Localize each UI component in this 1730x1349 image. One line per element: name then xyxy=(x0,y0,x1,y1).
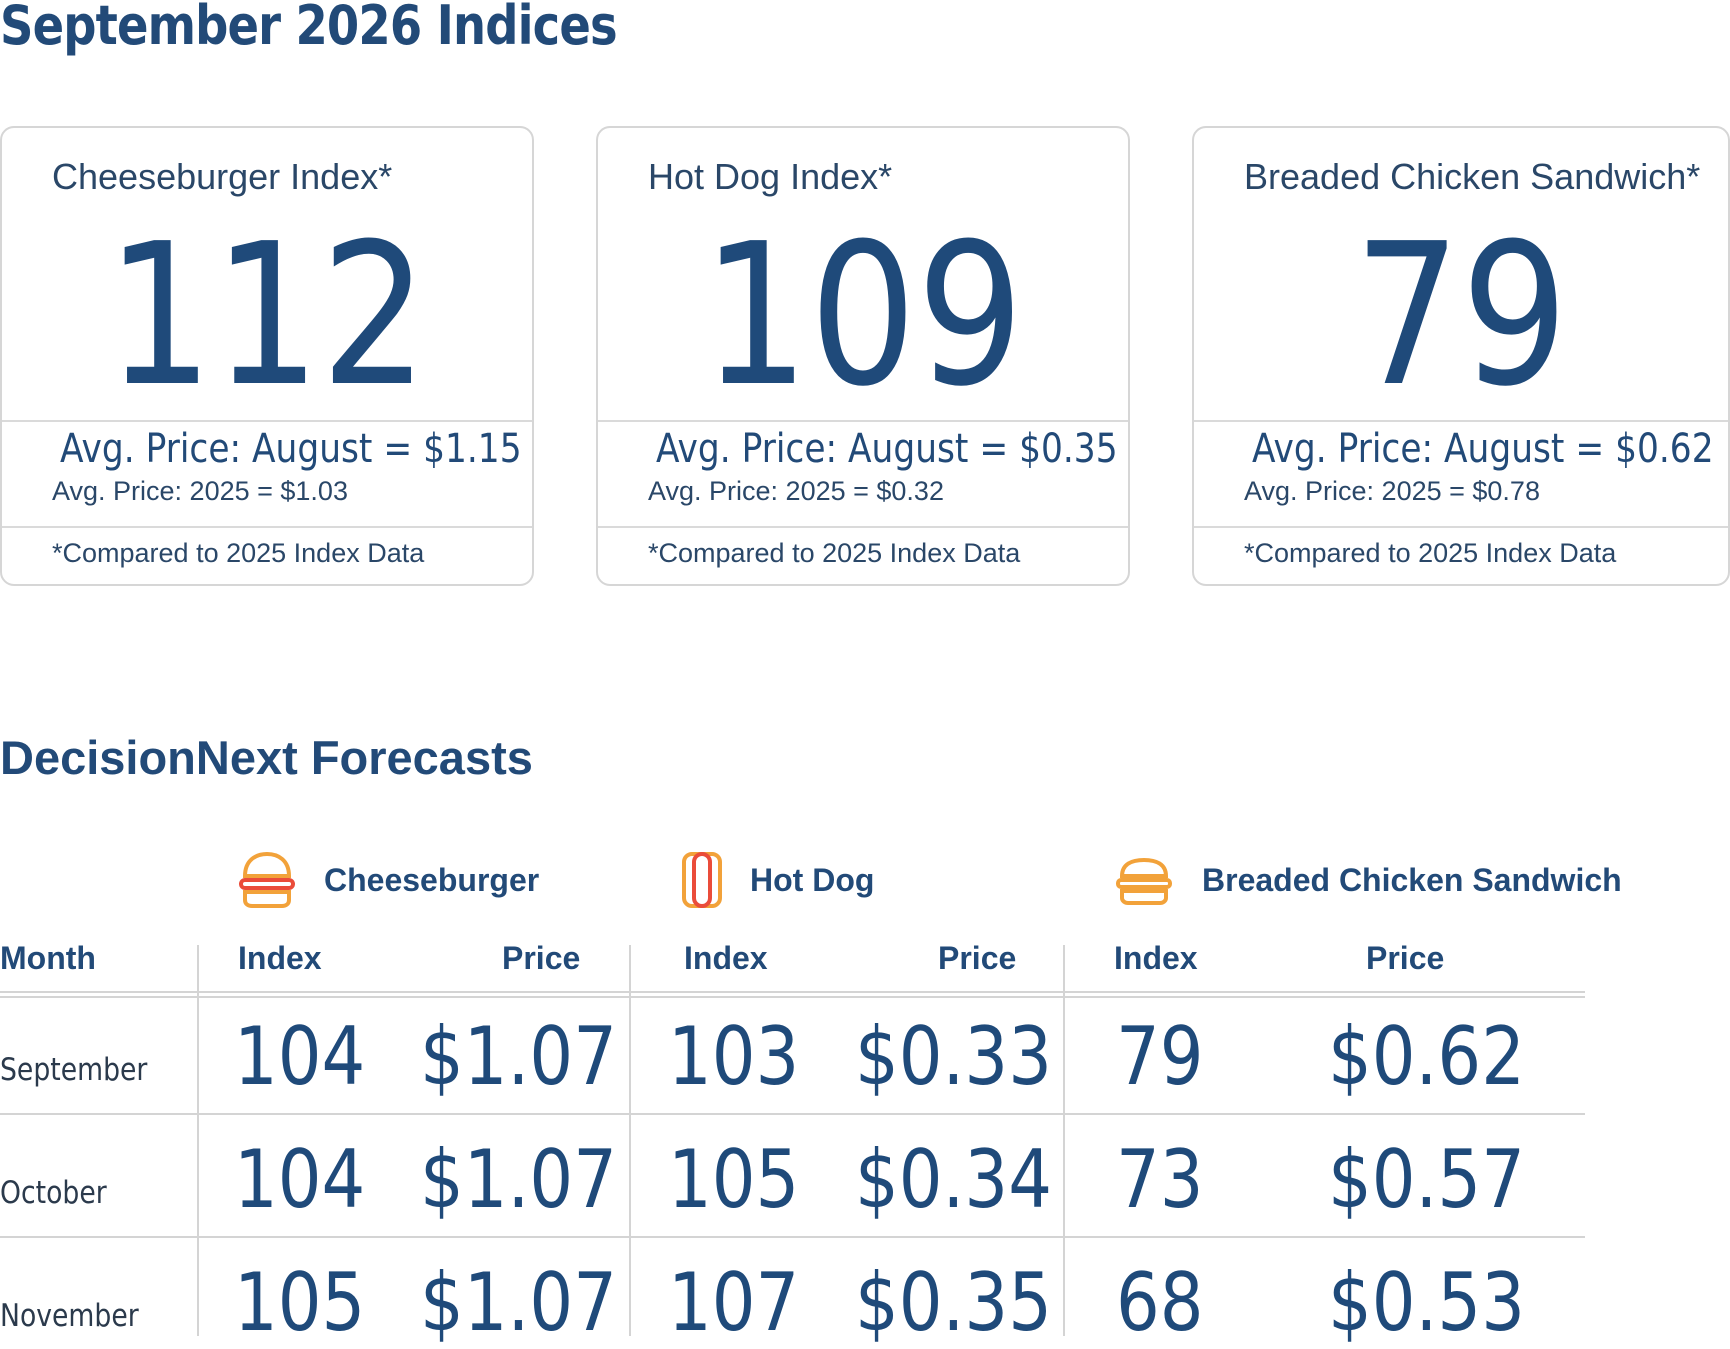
cheeseburger-index-cell: 105 xyxy=(234,1256,366,1349)
hotdog-icon xyxy=(680,850,724,910)
product-label: Cheeseburger xyxy=(324,861,540,898)
divider xyxy=(2,420,532,422)
cheeseburger-index-card: Cheeseburger Index* 112 Avg. Price: Augu… xyxy=(0,126,534,586)
divider xyxy=(598,420,1128,422)
chicken-sandwich-index-cell: 68 xyxy=(1116,1256,1204,1349)
hot-dog-index-cell: 103 xyxy=(668,1010,800,1103)
hot-dog-price-cell: $0.34 xyxy=(855,1133,1052,1226)
card-year-price: Avg. Price: 2025 = $0.78 xyxy=(1244,476,1540,506)
card-august-price: Avg. Price: August = $1.15 xyxy=(60,426,522,472)
card-august-price: Avg. Price: August = $0.35 xyxy=(656,426,1118,472)
row-month: November xyxy=(0,1298,139,1334)
burger-icon xyxy=(236,850,298,910)
hot-dog-index-cell: 107 xyxy=(668,1256,800,1349)
hot-dog-index-cell: 105 xyxy=(668,1133,800,1226)
product-header-cheeseburger: Cheeseburger xyxy=(236,850,539,910)
card-year-price: Avg. Price: 2025 = $1.03 xyxy=(52,476,348,506)
row-month: October xyxy=(0,1175,107,1211)
card-title: Hot Dog Index* xyxy=(648,156,893,197)
chicken-sandwich-index-card: Breaded Chicken Sandwich* 79 Avg. Price:… xyxy=(1192,126,1730,586)
card-index-value: 112 xyxy=(106,202,428,430)
cheeseburger-index-cell: 104 xyxy=(234,1133,366,1226)
product-header-hot-dog: Hot Dog xyxy=(680,850,874,910)
chicken-sandwich-price-cell: $0.62 xyxy=(1328,1010,1525,1103)
chicken-sandwich-index-cell: 79 xyxy=(1116,1010,1204,1103)
cheeseburger-price-cell: $1.07 xyxy=(420,1133,617,1226)
cheeseburger-price-cell: $1.07 xyxy=(420,1010,617,1103)
column-header-month: Month xyxy=(0,940,96,976)
card-index-value: 79 xyxy=(1353,202,1569,430)
cheeseburger-index-cell: 104 xyxy=(234,1010,366,1103)
card-footnote: *Compared to 2025 Index Data xyxy=(52,538,425,568)
page-title: September 2026 Indices xyxy=(0,0,618,57)
column-header-index: Index xyxy=(1114,940,1198,976)
column-divider xyxy=(1063,945,1065,1336)
card-footnote: *Compared to 2025 Index Data xyxy=(1244,538,1617,568)
card-year-price: Avg. Price: 2025 = $0.32 xyxy=(648,476,944,506)
header-divider xyxy=(0,996,1585,998)
row-divider xyxy=(0,1113,1585,1115)
card-august-price: Avg. Price: August = $0.62 xyxy=(1252,426,1714,472)
column-header-price: Price xyxy=(938,940,1017,976)
chicken-sandwich-index-cell: 73 xyxy=(1116,1133,1204,1226)
divider xyxy=(2,526,532,528)
column-header-index: Index xyxy=(684,940,768,976)
hot-dog-index-card: Hot Dog Index* 109 Avg. Price: August = … xyxy=(596,126,1130,586)
column-header-price: Price xyxy=(1366,940,1445,976)
cheeseburger-price-cell: $1.07 xyxy=(420,1256,617,1349)
column-divider xyxy=(629,945,631,1336)
header-divider xyxy=(0,991,1585,993)
card-index-value: 109 xyxy=(702,202,1024,430)
card-title: Breaded Chicken Sandwich* xyxy=(1244,156,1701,197)
product-label: Breaded Chicken Sandwich xyxy=(1202,861,1622,898)
row-divider xyxy=(0,1236,1585,1238)
card-footnote: *Compared to 2025 Index Data xyxy=(648,538,1021,568)
chicken-sandwich-price-cell: $0.57 xyxy=(1328,1133,1525,1226)
chicken-sandwich-price-cell: $0.53 xyxy=(1328,1256,1525,1349)
divider xyxy=(598,526,1128,528)
forecasts-title: DecisionNext Forecasts xyxy=(0,731,533,784)
card-title: Cheeseburger Index* xyxy=(52,156,393,197)
row-month: September xyxy=(0,1052,148,1088)
sandwich-icon xyxy=(1112,850,1176,910)
hot-dog-price-cell: $0.35 xyxy=(855,1256,1052,1349)
hot-dog-price-cell: $0.33 xyxy=(855,1010,1052,1103)
column-divider xyxy=(197,945,199,1336)
divider xyxy=(1194,420,1728,422)
product-header-chicken-sandwich: Breaded Chicken Sandwich xyxy=(1112,850,1622,910)
column-header-index: Index xyxy=(238,940,322,976)
product-label: Hot Dog xyxy=(750,861,875,898)
divider xyxy=(1194,526,1728,528)
column-header-price: Price xyxy=(502,940,581,976)
